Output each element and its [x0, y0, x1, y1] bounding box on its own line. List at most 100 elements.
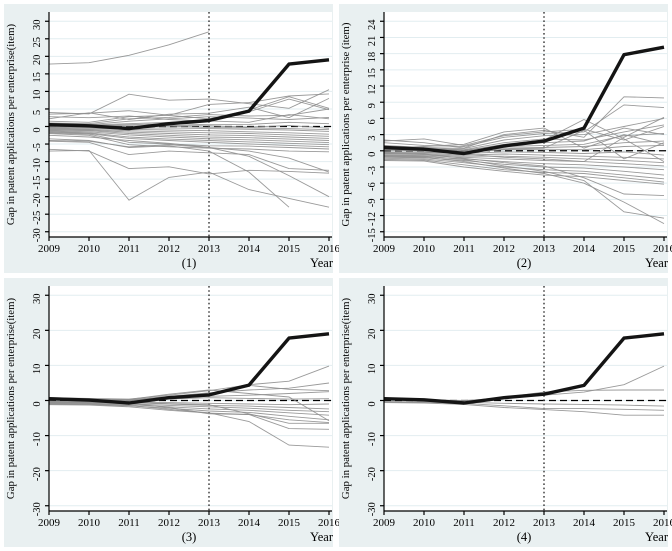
placebo-line: [48, 93, 330, 116]
placebo-line: [383, 402, 664, 416]
y-tick-label: 20: [32, 329, 43, 340]
panel-caption: (4): [517, 530, 532, 544]
placebo-line: [48, 31, 210, 65]
x-tick-label: 2013: [198, 517, 221, 529]
panel-1-chart: -30 -25 -20 -15 -10 -5 0 5 10 15 20 25 30 2009 2010 201…: [5, 12, 341, 270]
y-tick-label: -12: [367, 212, 378, 226]
treatment-line: [383, 45, 665, 156]
placebo-line: [48, 149, 330, 208]
x-tick-label: 2010: [78, 517, 101, 529]
placebo-line: [383, 127, 665, 149]
x-tick-label: 2013: [198, 243, 221, 255]
y-tick-label: 0: [32, 127, 43, 132]
y-tick-label: -10: [32, 158, 43, 172]
y-tick-label: 10: [32, 90, 43, 101]
placebo-line: [383, 160, 665, 185]
y-tick-label: -30: [32, 502, 43, 516]
y-tick-label: 18: [367, 52, 378, 63]
y-tick-label: -30: [367, 502, 378, 516]
y-tick-label: 5: [32, 110, 43, 115]
y-tick-label: 0: [32, 401, 43, 406]
placebo-line: [48, 148, 330, 175]
y-tick-label: -3: [367, 166, 378, 175]
x-tick-label: 2014: [238, 243, 261, 255]
placebo-line: [48, 128, 330, 137]
x-tick-label: 2015: [278, 517, 301, 529]
placebo-line: [48, 130, 330, 146]
x-tick-label: 2014: [238, 517, 261, 529]
x-tick-label: 2009: [38, 243, 61, 255]
y-axis-title: Gap in patent applications per enterpris…: [340, 22, 352, 226]
y-tick-label: -6: [367, 182, 378, 191]
placebo-line: [48, 129, 330, 141]
placebo-line: [383, 156, 665, 224]
x-tick-label: 2015: [613, 243, 636, 255]
y-tick-label: 9: [367, 103, 378, 108]
y-tick-label: -10: [32, 432, 43, 446]
y-tick-label: 10: [32, 364, 43, 375]
treatment-line: [48, 332, 330, 405]
y-axis-title: Gap in patent applications per enterpris…: [340, 298, 352, 500]
y-tick-label: 25: [32, 37, 43, 48]
panel-caption: (2): [517, 256, 532, 270]
y-tick-label: 21: [367, 36, 378, 47]
y-axis-title: Gap in patent applications per enterpris…: [5, 24, 17, 226]
panel-1: -30 -25 -20 -15 -10 -5 0 5 10 15 20 25 30 2009 2010 201…: [4, 4, 341, 273]
panel-4: -30 -20 -10 0 10 20 30 2009 2010 2011 2012 2013 2014…: [339, 278, 672, 547]
y-tick-label: -20: [367, 467, 378, 481]
x-tick-label: 2015: [613, 517, 636, 529]
y-tick-label: -9: [367, 198, 378, 207]
placebo-line: [383, 126, 665, 146]
panel-caption: (1): [182, 256, 197, 270]
y-tick-label: 6: [367, 119, 378, 124]
y-tick-label: -15: [367, 228, 378, 242]
placebo-line: [48, 403, 330, 448]
placebo-line: [48, 130, 330, 144]
x-tick-label: 2014: [573, 517, 596, 529]
plot-area: [384, 12, 667, 237]
treatment-line: [383, 332, 665, 405]
x-tick-label: 2016: [653, 517, 672, 529]
placebo-line: [48, 134, 330, 198]
x-tick-label: 2012: [493, 243, 515, 255]
placebo-line: [48, 108, 330, 125]
placebo-line: [383, 117, 665, 150]
placebo-line: [48, 127, 330, 135]
x-tick-label: 2011: [118, 243, 140, 255]
panel-3-chart: -30 -20 -10 0 10 20 30 2009 2010 2011 2012 2013 2014…: [5, 286, 341, 544]
placebo-line: [383, 151, 665, 156]
placebo-line: [48, 133, 330, 153]
y-tick-label: 20: [32, 55, 43, 66]
y-tick-label: -15: [32, 176, 43, 190]
y-tick-label: -20: [32, 467, 43, 481]
x-tick-label: 2009: [38, 517, 61, 529]
placebo-line: [48, 98, 330, 122]
placebo-line: [48, 128, 330, 139]
x-tick-label: 2012: [158, 517, 180, 529]
x-tick-label: 2016: [318, 517, 341, 529]
panel-3: -30 -20 -10 0 10 20 30 2009 2010 2011 2012 2013 2014…: [4, 278, 341, 547]
placebo-line: [48, 140, 330, 171]
placebo-line: [383, 155, 665, 219]
placebo-line: [383, 154, 665, 167]
y-tick-label: 3: [367, 135, 378, 140]
placebo-line: [383, 153, 665, 197]
x-axis-title: Year: [310, 256, 334, 270]
x-tick-label: 2009: [373, 243, 396, 255]
placebo-line: [383, 96, 665, 149]
y-tick-label: -25: [32, 211, 43, 225]
x-tick-label: 2016: [653, 243, 672, 255]
y-tick-label: 15: [367, 68, 378, 79]
placebo-line: [48, 132, 330, 150]
placebo-line: [48, 116, 330, 126]
y-tick-label: -5: [32, 143, 43, 152]
x-tick-label: 2010: [78, 243, 101, 255]
y-tick-label: 30: [32, 20, 43, 31]
placebo-line: [48, 365, 330, 400]
x-axis-title: Year: [645, 256, 669, 270]
placebo-line: [48, 140, 330, 173]
placebo-line: [48, 89, 330, 115]
y-axis-title: Gap in patent applications per enterpris…: [5, 298, 17, 500]
plot-area: [384, 286, 667, 511]
